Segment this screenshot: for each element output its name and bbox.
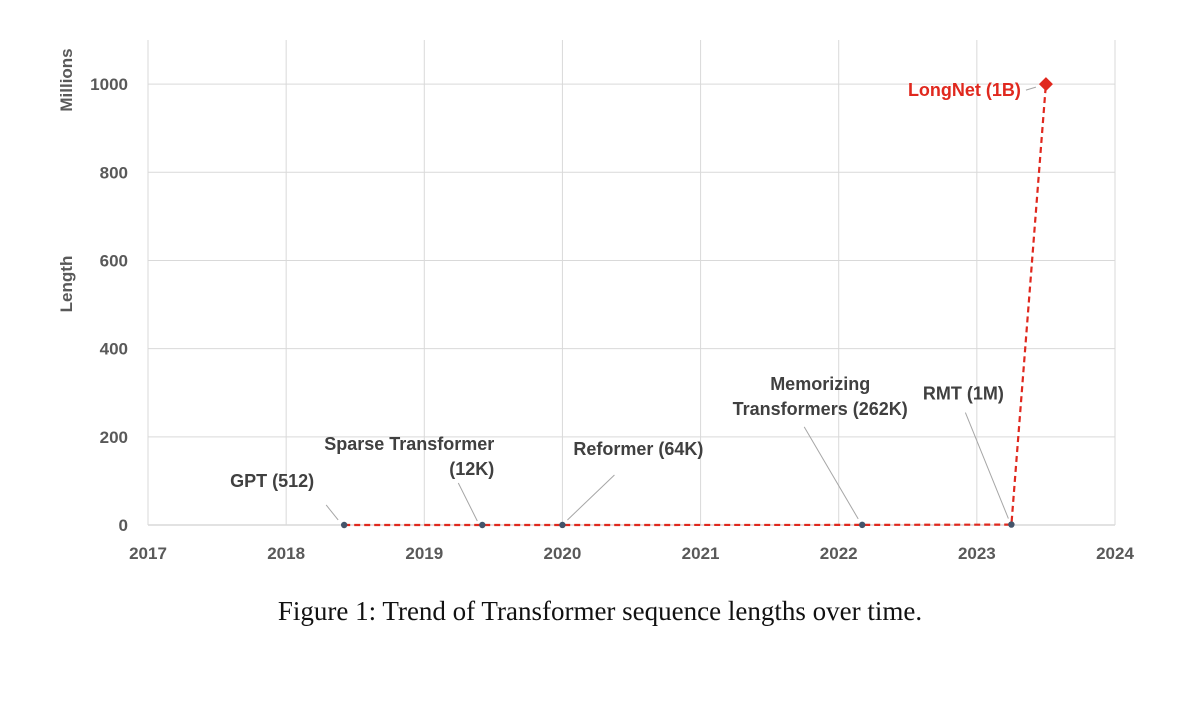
data-point xyxy=(559,521,566,529)
point-annotations: GPT (512) Sparse Transformer (12K) Reformer… xyxy=(230,80,1021,491)
y-tick-label: 200 xyxy=(100,428,128,447)
annotation-leader-line xyxy=(1025,86,1037,91)
leader-lines xyxy=(325,86,1037,522)
y-tick-label: 400 xyxy=(100,340,128,359)
annotation-leader-line xyxy=(964,412,1009,519)
point-annotation-label: Memorizing Transformers (262K) xyxy=(733,374,908,419)
y-axis-title: Length xyxy=(57,256,76,313)
x-tick-label: 2019 xyxy=(405,544,443,563)
y-axis-unit-label: Millions xyxy=(57,48,76,111)
y-tick-label: 0 xyxy=(119,516,128,535)
tick-labels: 2017 2018 2019 2020 2021 2022 2023 2024 0 200 400 6… xyxy=(90,75,1134,563)
data-points xyxy=(340,77,1053,529)
point-annotation-label: LongNet (1B) xyxy=(908,80,1021,100)
y-tick-label: 1000 xyxy=(90,75,128,94)
x-tick-label: 2024 xyxy=(1096,544,1134,563)
series-layer xyxy=(344,84,1047,527)
axis-titles: Millions Length xyxy=(57,48,76,312)
x-tick-label: 2017 xyxy=(129,544,167,563)
x-tick-label: 2022 xyxy=(820,544,858,563)
x-tick-label: 2020 xyxy=(544,544,582,563)
annotation-leader-line xyxy=(803,426,859,520)
point-annotation-label: GPT (512) xyxy=(230,471,314,491)
figure-caption: Figure 1: Trend of Transformer sequence … xyxy=(277,596,923,626)
x-tick-label: 2023 xyxy=(958,544,996,563)
grid-lines xyxy=(147,40,1116,526)
data-point-longnet xyxy=(1038,77,1053,92)
point-annotation-label: Sparse Transformer (12K) xyxy=(324,434,494,479)
annotation-leader-line xyxy=(567,474,615,521)
series-line xyxy=(344,84,1047,527)
y-tick-label: 800 xyxy=(100,163,128,182)
x-tick-label: 2018 xyxy=(267,544,305,563)
y-tick-label: 600 xyxy=(100,251,128,270)
data-point xyxy=(340,521,348,529)
point-annotation-label: RMT (1M) xyxy=(923,384,1004,404)
annotation-leader-line xyxy=(325,504,339,521)
data-point xyxy=(479,521,486,529)
annotation-leader-line xyxy=(457,482,478,522)
data-point xyxy=(858,521,866,529)
data-point xyxy=(1008,521,1015,528)
point-annotation-label: Reformer (64K) xyxy=(573,439,703,459)
x-tick-label: 2021 xyxy=(682,544,720,563)
